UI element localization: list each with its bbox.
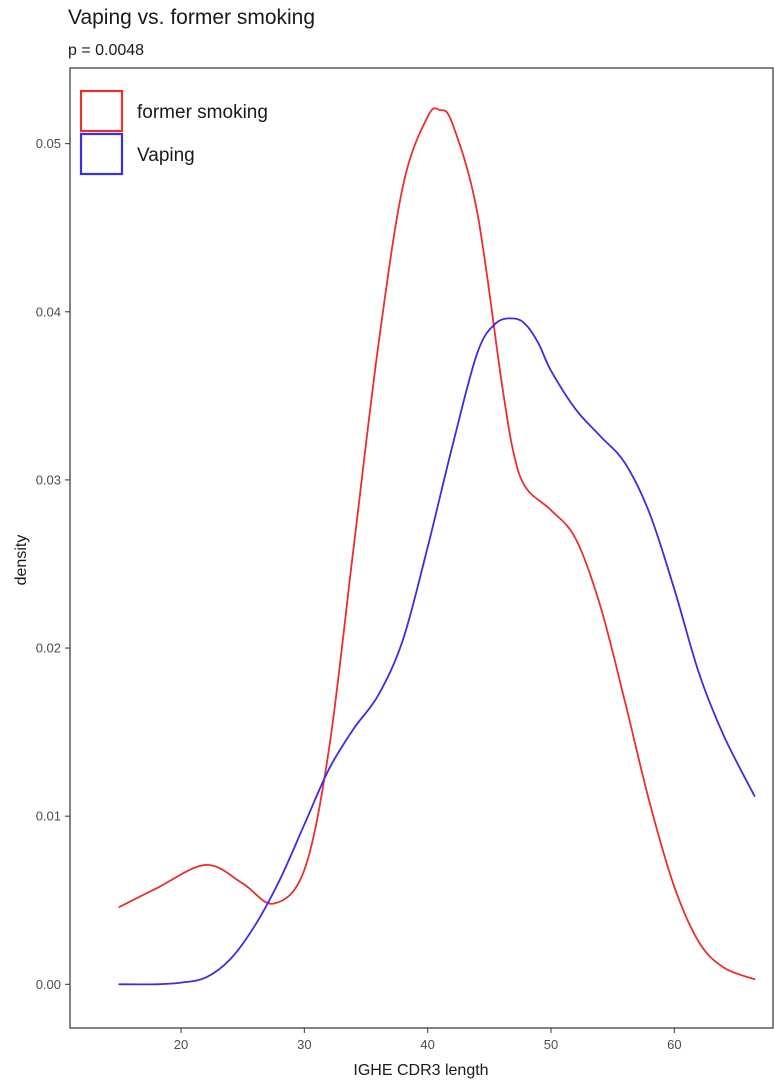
x-axis-label: IGHE CDR3 length <box>353 1062 488 1079</box>
y-tick-label: 0.01 <box>36 809 61 824</box>
series-line-former-smoking <box>118 107 756 981</box>
y-axis: 0.00 0.01 0.02 0.03 0.04 0.05 <box>36 136 70 992</box>
y-tick-label: 0.05 <box>36 136 61 151</box>
legend: former smoking Vaping <box>79 89 268 176</box>
x-tick-label: 20 <box>174 1037 188 1052</box>
y-tick-label: 0.04 <box>36 304 61 319</box>
x-tick-label: 50 <box>544 1037 558 1052</box>
y-axis-label: density <box>13 535 30 586</box>
legend-label-vaping: Vaping <box>137 145 195 166</box>
x-tick-label: 40 <box>420 1037 434 1052</box>
x-tick-label: 30 <box>297 1037 311 1052</box>
series-line-vaping <box>118 317 756 986</box>
plot-panel <box>69 67 774 1029</box>
chart-subtitle: p = 0.0048 <box>68 42 145 59</box>
legend-key-former-smoking <box>79 89 124 133</box>
y-tick-label: 0.03 <box>36 472 61 487</box>
x-axis: 20 30 40 50 60 <box>174 1028 682 1052</box>
legend-label-former-smoking: former smoking <box>137 102 268 123</box>
y-tick-label: 0.00 <box>36 977 61 992</box>
chart-title: Vaping vs. former smoking <box>68 6 316 29</box>
legend-key-vaping <box>79 132 124 176</box>
x-tick-label: 60 <box>667 1037 681 1052</box>
y-tick-label: 0.02 <box>36 641 61 656</box>
series-layer <box>118 107 756 986</box>
